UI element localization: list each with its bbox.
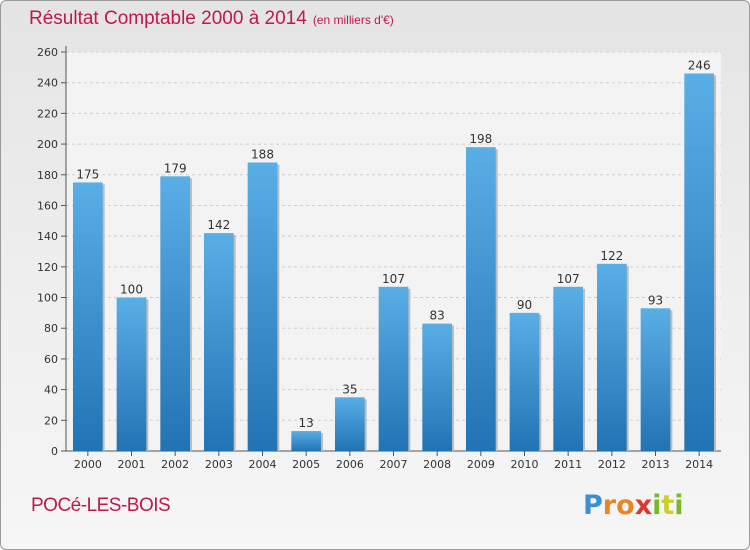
x-tick-label: 2011 bbox=[554, 458, 582, 471]
x-tick-label: 2008 bbox=[423, 458, 451, 471]
x-tick-label: 2002 bbox=[161, 458, 189, 471]
x-axis: 2000 2001 2002 2003 2004 2005 2006 2007 2008 2009… bbox=[74, 451, 713, 471]
y-axis: 0 20 40 60 80 100 120 140 160 180 200 220 240 260 bbox=[37, 46, 721, 458]
bar-2014 bbox=[684, 73, 715, 451]
bar-2011 bbox=[553, 286, 584, 451]
value-label: 83 bbox=[430, 309, 445, 323]
y-tick-label: 140 bbox=[37, 230, 58, 243]
logo-letter: t bbox=[661, 490, 675, 521]
x-tick-label: 2012 bbox=[598, 458, 626, 471]
value-label: 100 bbox=[120, 283, 143, 297]
x-tick-label: 2009 bbox=[467, 458, 495, 471]
y-tick-label: 60 bbox=[44, 353, 58, 366]
bar-2004 bbox=[247, 162, 278, 451]
value-labels: 175 100 179 142 188 13 35 107 83 198 90 107 122 93 246 bbox=[76, 58, 710, 430]
y-tick-label: 120 bbox=[37, 261, 58, 274]
x-tick-label: 2004 bbox=[249, 458, 277, 471]
chart-title: Résultat Comptable 2000 à 2014 (en millie… bbox=[29, 8, 394, 30]
x-tick-label: 2014 bbox=[685, 458, 713, 471]
value-label: 35 bbox=[342, 382, 357, 396]
bar-2010 bbox=[509, 312, 540, 451]
logo-letter: o bbox=[616, 490, 635, 521]
bar-2002 bbox=[160, 176, 191, 452]
x-tick-label: 2007 bbox=[380, 458, 408, 471]
x-tick-label: 2001 bbox=[118, 458, 146, 471]
y-tick-label: 180 bbox=[37, 169, 58, 182]
x-tick-label: 2003 bbox=[205, 458, 233, 471]
value-label: 107 bbox=[382, 272, 405, 286]
place-name: POCé-LES-BOIS bbox=[31, 495, 171, 516]
bar-2000 bbox=[72, 182, 103, 451]
logo-letter: r bbox=[602, 490, 617, 521]
x-tick-label: 2000 bbox=[74, 458, 102, 471]
value-label: 142 bbox=[207, 218, 230, 232]
bar-2007 bbox=[378, 286, 409, 451]
y-tick-label: 0 bbox=[51, 445, 58, 458]
bar-2013 bbox=[640, 308, 671, 451]
bar-2003 bbox=[203, 233, 234, 451]
y-tick-label: 20 bbox=[44, 414, 58, 427]
x-tick-label: 2006 bbox=[336, 458, 364, 471]
y-tick-label: 100 bbox=[37, 292, 58, 305]
value-label: 175 bbox=[76, 167, 99, 181]
logo-letter: i bbox=[674, 490, 684, 521]
x-tick-label: 2010 bbox=[511, 458, 539, 471]
proxiti-logo: Proxiti bbox=[583, 490, 684, 521]
bar-2012 bbox=[596, 263, 627, 451]
x-tick-label: 2013 bbox=[642, 458, 670, 471]
value-label: 122 bbox=[600, 249, 623, 263]
bar-2005 bbox=[291, 431, 322, 451]
y-tick-label: 200 bbox=[37, 138, 58, 151]
value-label: 90 bbox=[517, 298, 532, 312]
logo-letter: i bbox=[652, 490, 662, 521]
y-tick-label: 40 bbox=[44, 384, 58, 397]
bar-2008 bbox=[422, 323, 453, 451]
bar-2001 bbox=[116, 297, 147, 451]
y-tick-label: 80 bbox=[44, 322, 58, 335]
value-label: 188 bbox=[251, 147, 274, 161]
bars bbox=[72, 73, 717, 452]
value-label: 13 bbox=[299, 416, 314, 430]
x-tick-label: 2005 bbox=[292, 458, 320, 471]
value-label: 107 bbox=[557, 272, 580, 286]
y-tick-label: 260 bbox=[37, 46, 58, 59]
y-tick-label: 160 bbox=[37, 199, 58, 212]
logo-letter: P bbox=[583, 490, 603, 521]
y-tick-label: 240 bbox=[37, 77, 58, 90]
chart-title-text: Résultat Comptable 2000 à 2014 bbox=[29, 8, 307, 29]
y-tick-label: 220 bbox=[37, 107, 58, 120]
value-label: 179 bbox=[164, 161, 187, 175]
value-label: 198 bbox=[469, 132, 492, 146]
logo-letter: x bbox=[634, 490, 653, 521]
value-label: 93 bbox=[648, 293, 663, 307]
bar-2009 bbox=[465, 147, 496, 451]
value-label: 246 bbox=[688, 58, 711, 72]
chart-unit-label: (en milliers d'€) bbox=[312, 13, 394, 27]
bar-2006 bbox=[334, 397, 365, 451]
